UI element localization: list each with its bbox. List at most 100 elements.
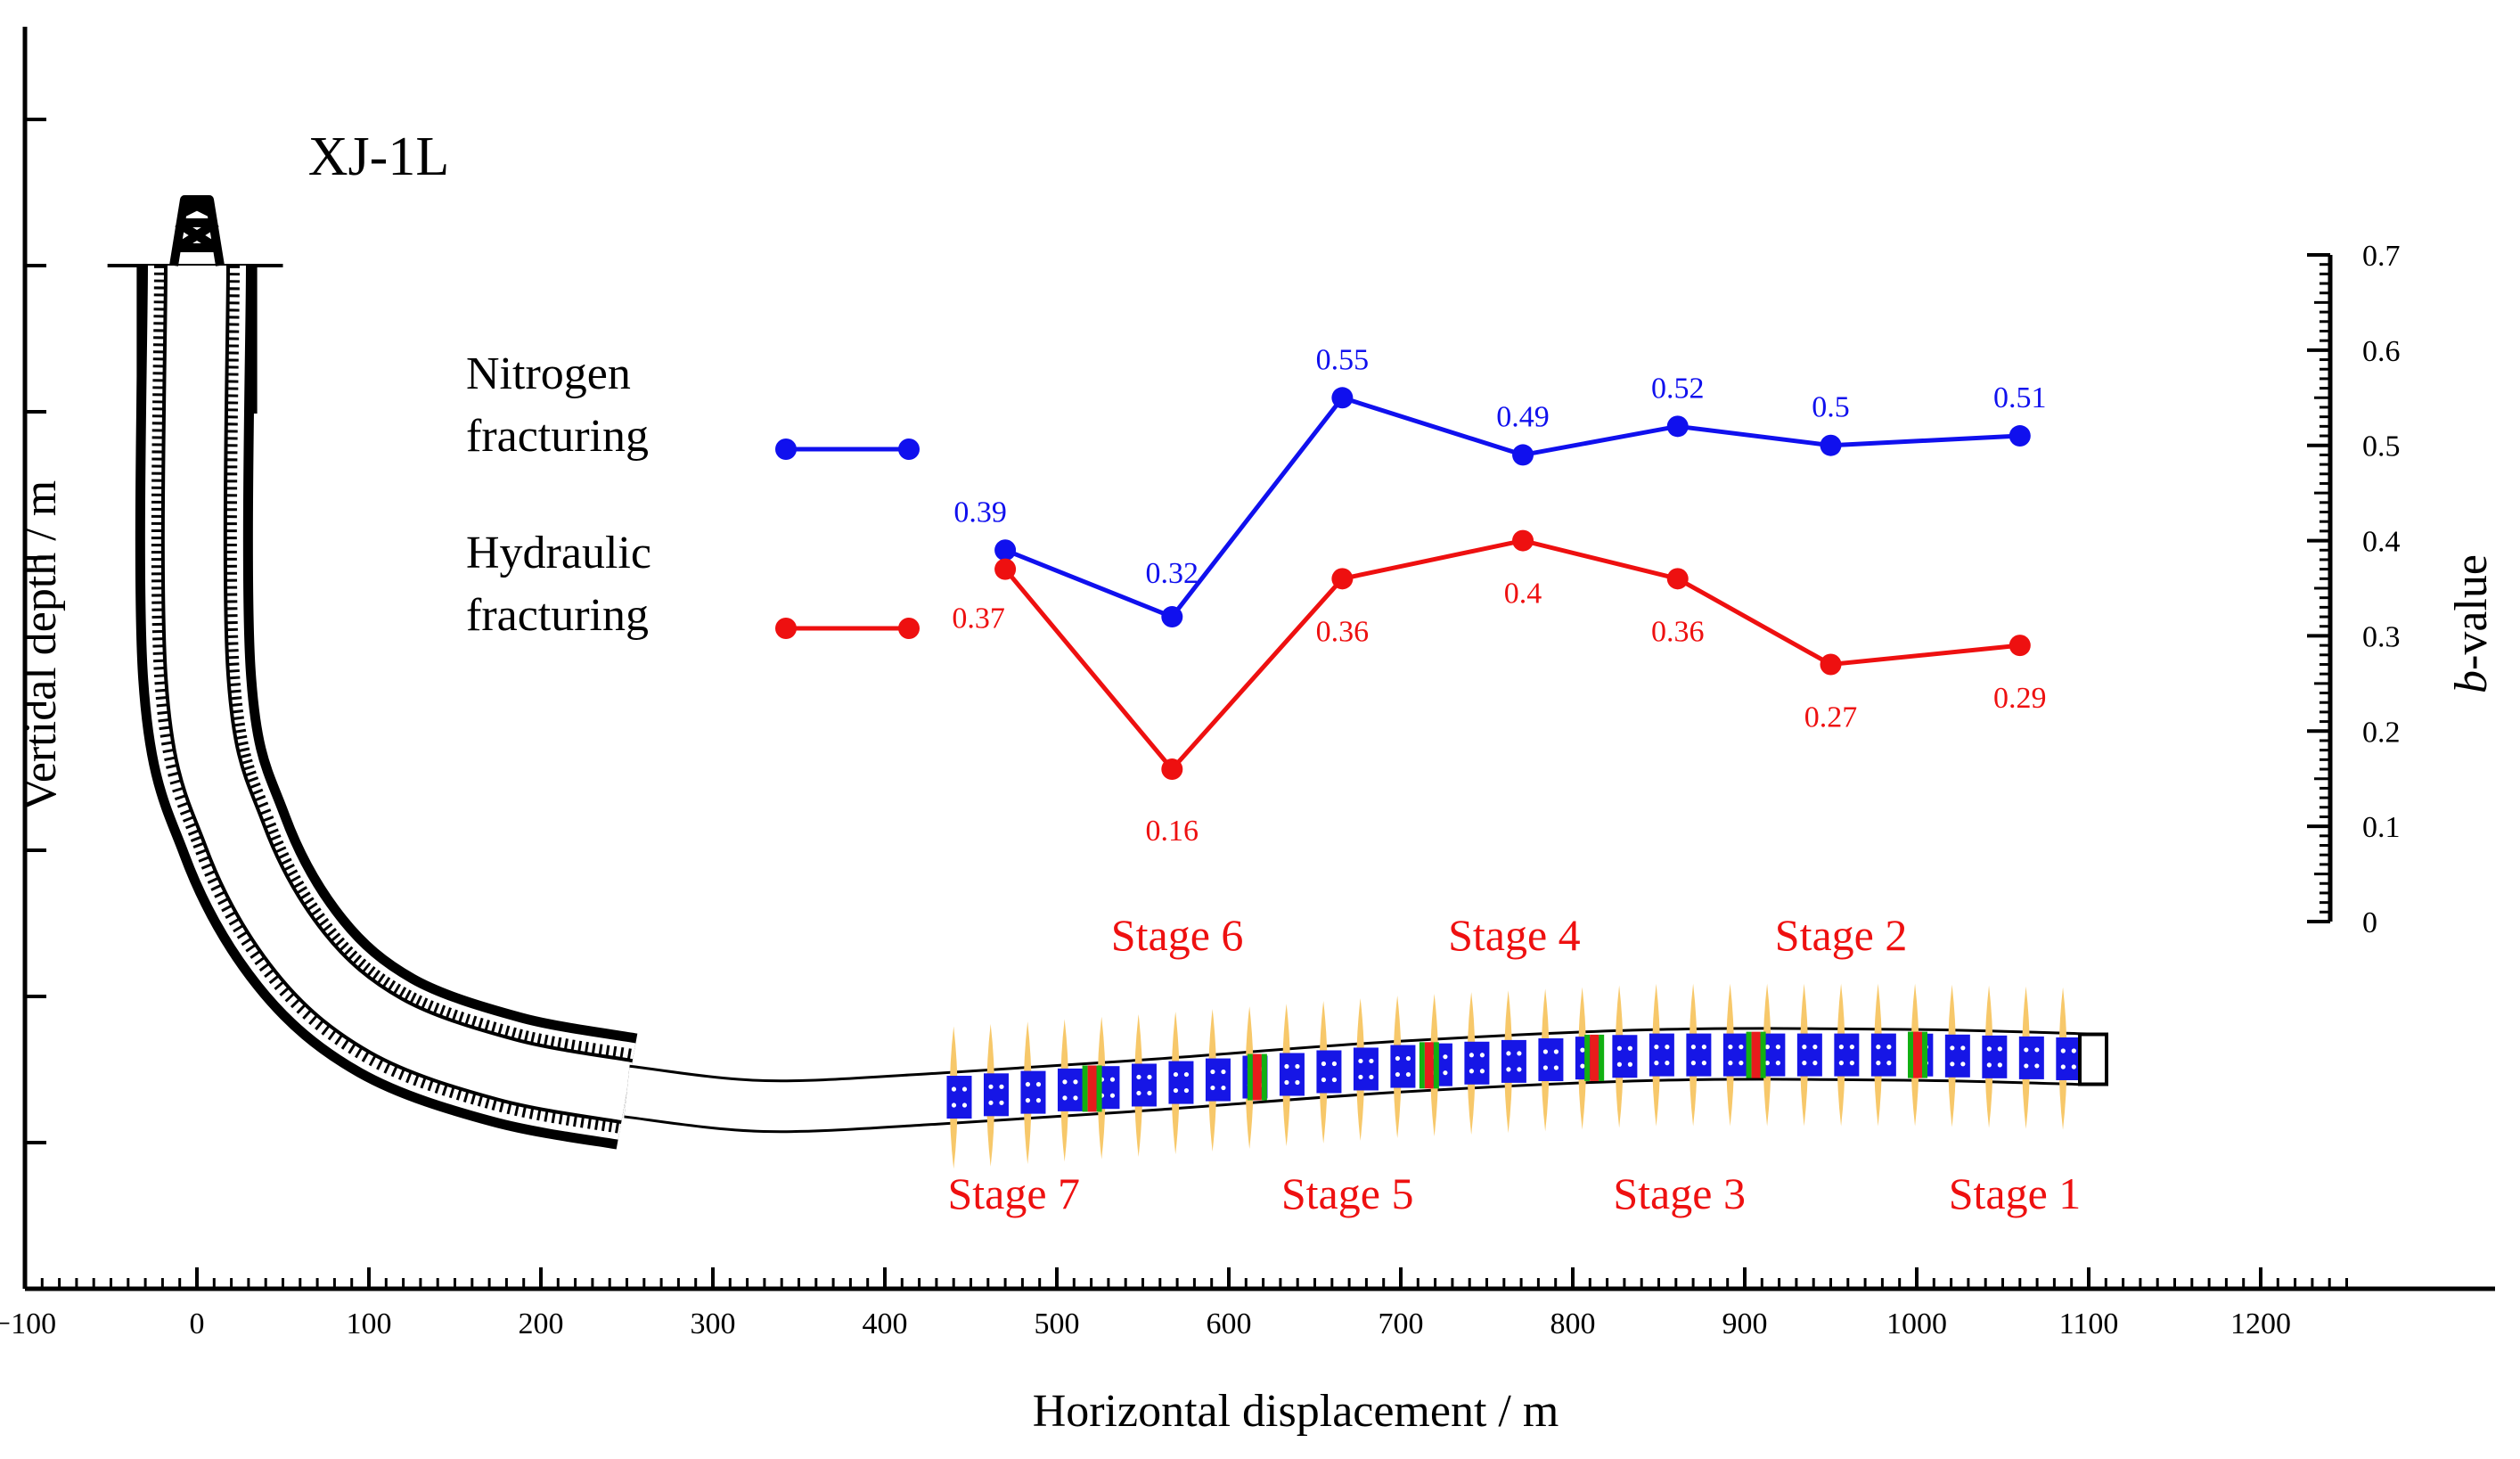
perf-hole [1331, 1061, 1338, 1067]
perf-hole [999, 1084, 1004, 1089]
perf-hole [1690, 1061, 1696, 1066]
perf-hole [988, 1100, 994, 1105]
perf-hole [1728, 1045, 1733, 1050]
b-tick-label: 0.3 [2362, 620, 2401, 653]
packer-green [1922, 1031, 1927, 1078]
data-label: 0.29 [1993, 682, 2047, 715]
perf-hole [1886, 1061, 1892, 1066]
toe-cap [2078, 1032, 2108, 1086]
legend-label: Nitrogen [466, 348, 631, 399]
perf-hole [1506, 1051, 1511, 1056]
b-axis-title-rest: -value [2446, 554, 2497, 670]
casing-segment [1057, 1068, 1083, 1111]
data-label: 0.27 [1804, 701, 1858, 734]
perf-hole [1876, 1061, 1881, 1066]
data-point [1161, 606, 1183, 628]
perf-hole [1553, 1049, 1559, 1054]
perf-hole [1221, 1085, 1226, 1091]
perf-hole [1331, 1077, 1338, 1083]
perf-hole [1147, 1074, 1152, 1080]
x-tick-label: 500 [1035, 1307, 1080, 1340]
packer-green [1746, 1031, 1752, 1078]
perf-hole [1849, 1061, 1854, 1066]
data-point [1666, 568, 1689, 590]
perf-hole [1109, 1077, 1116, 1082]
perf-hole [1147, 1090, 1152, 1096]
casing-segment [1796, 1033, 1822, 1077]
perf-hole [1849, 1045, 1854, 1050]
y-axis-title: Vertical depth / m [15, 480, 66, 811]
perf-hole [1517, 1067, 1522, 1072]
data-label: 0.51 [1993, 381, 2047, 414]
perf-hole [1665, 1045, 1670, 1050]
data-point [1331, 568, 1354, 590]
perf-hole [1073, 1079, 1078, 1085]
data-label: 0.36 [1651, 615, 1705, 648]
casing-segment [1390, 1045, 1416, 1088]
x-tick-label: 0 [190, 1307, 205, 1340]
perf-hole [1369, 1058, 1374, 1064]
legend-marker [775, 439, 797, 460]
perf-hole [1775, 1061, 1780, 1066]
casing-segment [983, 1073, 1009, 1117]
casing-segment [2056, 1037, 2082, 1080]
casing-segment [1722, 1033, 1748, 1077]
stage-label: Stage 5 [1281, 1168, 1414, 1218]
packer-red [1424, 1042, 1434, 1089]
data-label: 0.36 [1316, 615, 1370, 648]
packer-red [1590, 1034, 1600, 1081]
casing-segment [1870, 1033, 1896, 1077]
casing-segment [2018, 1036, 2044, 1079]
b-axis-title-italic: b [2446, 670, 2497, 693]
perf-hole [2071, 1064, 2076, 1070]
perf-hole [1739, 1045, 1744, 1050]
data-point [994, 539, 1017, 561]
casing-segment [1131, 1063, 1157, 1107]
perf-hole [1580, 1063, 1585, 1069]
x-tick-label: 1100 [2059, 1307, 2119, 1340]
perf-hole [1701, 1045, 1706, 1050]
perf-hole [1358, 1074, 1363, 1080]
perf-hole [1405, 1055, 1411, 1061]
casing-segment [1686, 1033, 1712, 1077]
perf-hole [1210, 1069, 1215, 1075]
data-label: 0.4 [1504, 578, 1542, 611]
data-label: 0.39 [953, 496, 1007, 529]
casing-segment [946, 1076, 972, 1119]
perf-hole [1690, 1045, 1696, 1050]
perf-hole [1136, 1074, 1141, 1080]
perf-hole [1665, 1061, 1670, 1066]
x-tick-label: 800 [1550, 1307, 1596, 1340]
perf-hole [951, 1102, 957, 1108]
legend-label: fracturing [466, 411, 649, 462]
data-point [1331, 387, 1354, 409]
stage-label: Stage 7 [947, 1168, 1080, 1218]
perf-hole [1405, 1071, 1411, 1078]
well-name-label: XJ-1L [308, 127, 449, 187]
casing-segment [1501, 1039, 1526, 1083]
perf-hole [1764, 1045, 1770, 1050]
packer-green [1433, 1042, 1439, 1089]
packer-green [1908, 1031, 1913, 1078]
casing-segment [1944, 1034, 1970, 1078]
data-label: 0.32 [1146, 557, 1199, 590]
b-tick-label: 0.6 [2362, 335, 2401, 368]
perf-hole [1443, 1070, 1448, 1076]
packer-red [1913, 1031, 1922, 1078]
perf-hole [2024, 1063, 2029, 1069]
stage-label: Stage 1 [1949, 1168, 2082, 1218]
perf-hole [1960, 1061, 1966, 1067]
perf-hole [1035, 1082, 1042, 1087]
perf-hole [1542, 1049, 1548, 1054]
perf-hole [1580, 1047, 1585, 1053]
casing-segment [1649, 1033, 1674, 1077]
perf-hole [2060, 1048, 2066, 1053]
data-point [2009, 635, 2031, 657]
x-tick-label: −100 [0, 1307, 56, 1340]
perf-hole [1542, 1065, 1548, 1070]
perf-hole [2071, 1048, 2076, 1053]
data-label: 0.49 [1496, 400, 1550, 433]
perf-hole [1775, 1045, 1780, 1050]
x-tick-label: 300 [691, 1307, 736, 1340]
casing-segment [1279, 1053, 1305, 1096]
